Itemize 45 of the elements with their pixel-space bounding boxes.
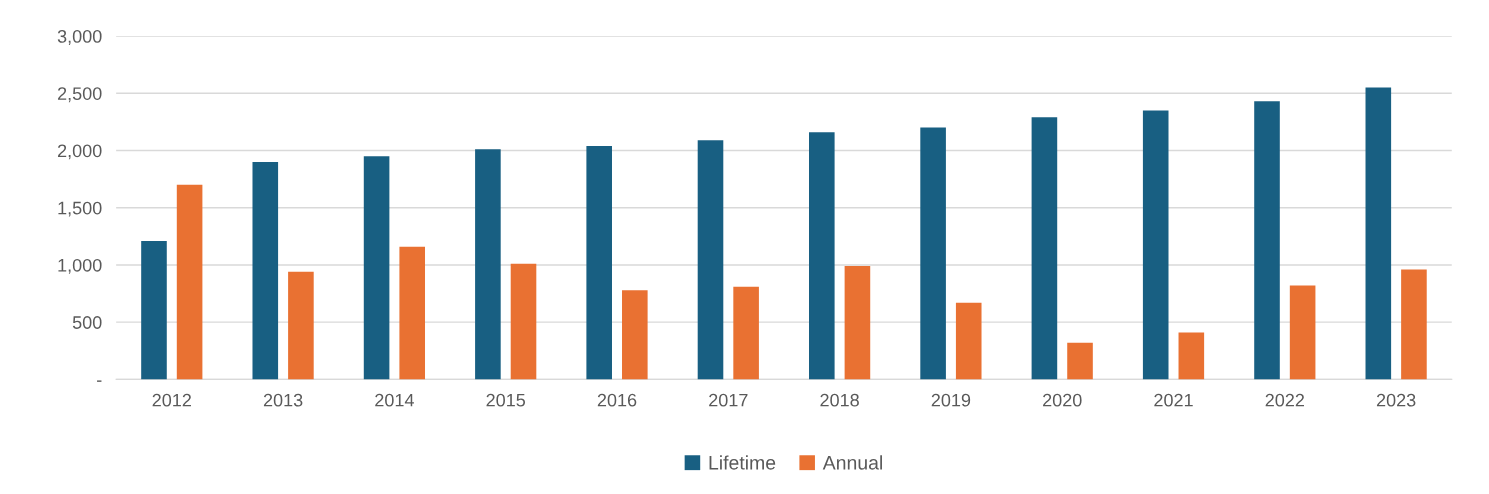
bar bbox=[1289, 285, 1316, 380]
x-tick-label: 2017 bbox=[709, 393, 748, 407]
x-tick-label: 2014 bbox=[375, 393, 414, 407]
x-tick-label: 2015 bbox=[486, 393, 526, 407]
x-tick-label: 2019 bbox=[931, 393, 971, 407]
bar bbox=[141, 240, 167, 380]
bar bbox=[288, 271, 314, 380]
bar bbox=[920, 127, 946, 380]
bar bbox=[844, 266, 871, 380]
bar bbox=[955, 302, 982, 380]
bar bbox=[176, 184, 203, 380]
x-tick-label: 2012 bbox=[152, 393, 191, 407]
bar bbox=[1365, 87, 1392, 380]
bar bbox=[622, 290, 648, 380]
bar bbox=[1067, 342, 1093, 380]
bar bbox=[586, 145, 612, 380]
bar bbox=[1401, 269, 1427, 380]
legend-label: Lifetime bbox=[709, 455, 776, 470]
bar bbox=[252, 161, 279, 380]
y-tick-label: 1,500 bbox=[58, 201, 102, 217]
bar bbox=[1178, 332, 1205, 380]
bar bbox=[399, 246, 426, 380]
legend-label: Annual bbox=[822, 455, 882, 470]
bar bbox=[733, 286, 759, 380]
y-tick-label: 2,500 bbox=[57, 87, 102, 103]
y-tick-label: - bbox=[97, 380, 102, 382]
y-tick-label: 500 bbox=[72, 316, 102, 329]
bar bbox=[1031, 117, 1058, 380]
bar bbox=[510, 263, 537, 380]
x-tick-label: 2023 bbox=[1376, 393, 1416, 407]
x-tick-label: 2022 bbox=[1265, 393, 1304, 407]
bar bbox=[697, 140, 724, 380]
x-tick-label: 2021 bbox=[1154, 393, 1193, 407]
bar bbox=[1254, 101, 1280, 380]
x-tick-label: 2020 bbox=[1043, 393, 1082, 407]
x-tick-label: 2016 bbox=[597, 393, 637, 407]
y-tick-label: 2,000 bbox=[57, 144, 102, 160]
y-tick-label: 1,000 bbox=[58, 258, 102, 274]
bar bbox=[363, 156, 390, 380]
bar bbox=[809, 132, 835, 380]
y-tick-label: 3,000 bbox=[57, 30, 102, 45]
bar bbox=[1142, 110, 1169, 380]
x-tick-label: 2018 bbox=[820, 393, 859, 407]
x-tick-label: 2013 bbox=[263, 393, 303, 407]
bar bbox=[475, 149, 501, 380]
